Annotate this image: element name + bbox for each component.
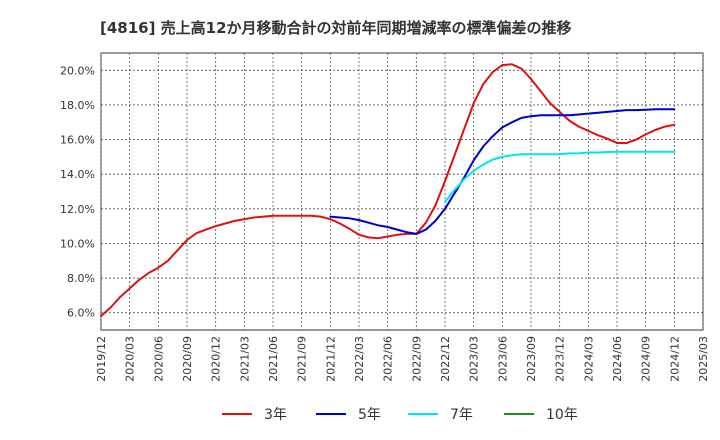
y-tick-label: 12.0% xyxy=(60,203,95,216)
x-tick-label: 2023/09 xyxy=(525,336,538,382)
legend: 3年 5年 7年 10年 xyxy=(222,407,578,423)
x-tick-label: 2025/03 xyxy=(697,336,710,382)
series-line-0 xyxy=(100,63,676,318)
x-tick-label: 2020/03 xyxy=(124,336,137,382)
x-tick-label: 2021/06 xyxy=(267,336,280,382)
y-tick-label: 18.0% xyxy=(60,99,95,112)
x-tick-label: 2020/12 xyxy=(210,336,223,382)
chart-title: [4816] 売上高12か月移動合計の対前年同期増減率の標準偏差の推移 xyxy=(100,19,572,37)
y-tick-label: 20.0% xyxy=(60,64,95,77)
x-tick-label: 2021/12 xyxy=(324,336,337,382)
legend-label-2: 7年 xyxy=(450,407,473,423)
x-tick-label: 2021/09 xyxy=(296,336,309,382)
x-tick-label: 2024/03 xyxy=(582,336,595,382)
y-tick-label: 14.0% xyxy=(60,168,95,181)
x-tick-label: 2022/12 xyxy=(439,336,452,382)
x-tick-label: 2022/03 xyxy=(353,336,366,382)
series-line-2 xyxy=(444,150,676,203)
plot-area xyxy=(100,52,704,331)
x-tick-label: 2022/06 xyxy=(382,336,395,382)
x-tick-label: 2021/03 xyxy=(238,336,251,382)
x-axis: 2019/12 2020/03 2020/06 2020/09 2020/12 2021/… xyxy=(95,336,710,382)
legend-label-1: 5年 xyxy=(358,407,381,423)
y-tick-label: 8.0% xyxy=(67,272,95,285)
y-tick-label: 6.0% xyxy=(67,307,95,320)
x-tick-label: 2024/06 xyxy=(611,336,624,382)
x-tick-label: 2019/12 xyxy=(95,336,108,382)
x-tick-label: 2023/06 xyxy=(496,336,509,382)
series-line-1 xyxy=(329,108,676,235)
x-tick-label: 2024/09 xyxy=(640,336,653,382)
x-tick-label: 2022/09 xyxy=(410,336,423,382)
x-tick-label: 2020/06 xyxy=(152,336,165,382)
y-tick-label: 16.0% xyxy=(60,134,95,147)
series-group xyxy=(100,63,676,318)
grid xyxy=(100,53,704,330)
x-tick-label: 2020/09 xyxy=(181,336,194,382)
legend-label-0: 3年 xyxy=(264,407,287,423)
y-axis: 6.0% 8.0% 10.0% 12.0% 14.0% 16.0% 18.0% 20.0% xyxy=(60,64,95,319)
x-tick-label: 2023/12 xyxy=(554,336,567,382)
x-tick-label: 2024/12 xyxy=(668,336,681,382)
x-tick-label: 2023/03 xyxy=(468,336,481,382)
y-tick-label: 10.0% xyxy=(60,237,95,250)
legend-label-3: 10年 xyxy=(546,407,578,423)
